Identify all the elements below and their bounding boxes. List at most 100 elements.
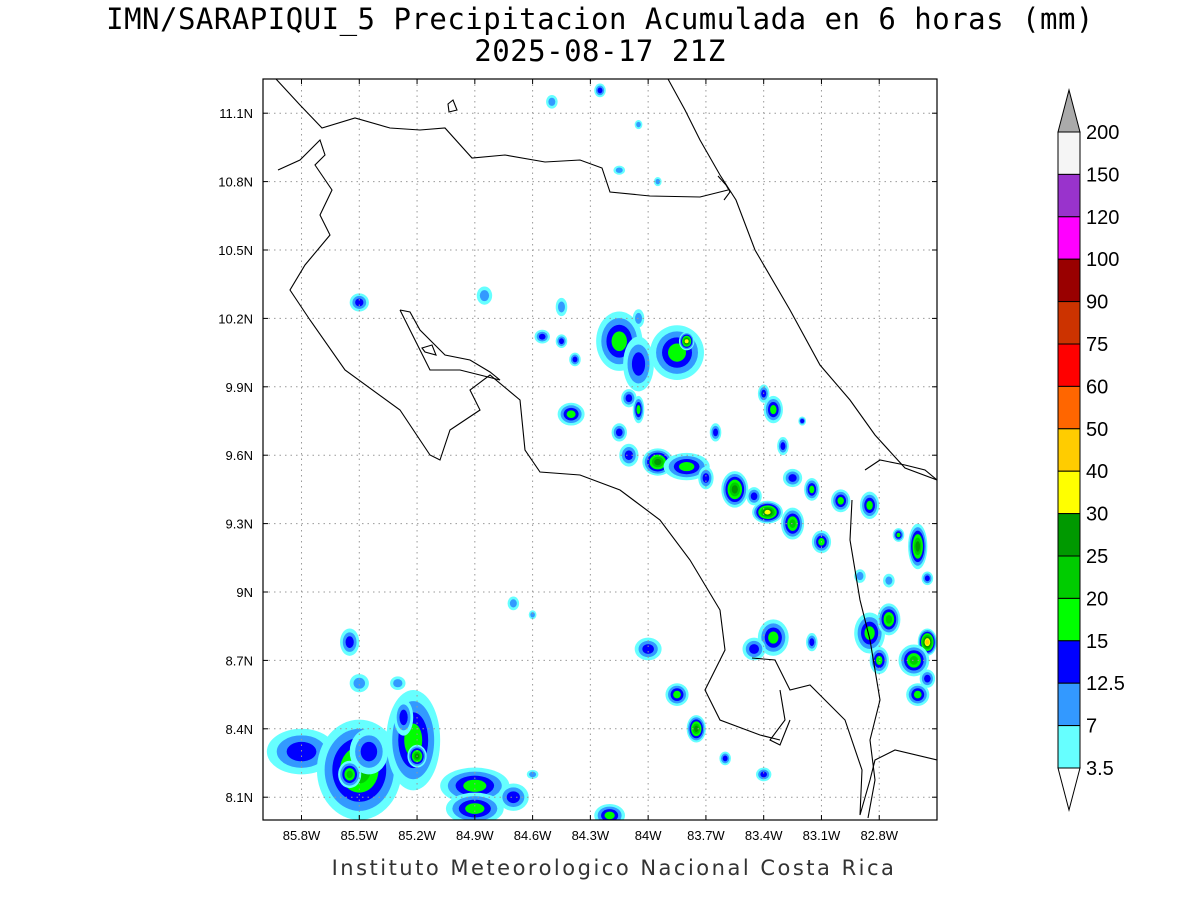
precip-contour — [465, 803, 485, 814]
island-lake — [447, 99, 458, 113]
colorbar-label: 60 — [1086, 376, 1108, 398]
precip-contour — [713, 428, 719, 437]
precip-contour — [286, 741, 317, 762]
coastline-borders — [275, 79, 937, 819]
precip-cell — [623, 336, 654, 392]
precip-cell — [831, 489, 851, 513]
precip-contour — [764, 509, 771, 515]
colorbar-swatch — [1057, 216, 1081, 260]
precip-contour — [530, 612, 535, 618]
precip-cell — [678, 332, 695, 351]
precip-cell — [266, 728, 337, 775]
lat-label: 11.1N — [219, 106, 253, 121]
precip-contour — [885, 615, 893, 624]
colorbar-swatch — [1057, 555, 1081, 599]
precip-cell — [709, 423, 722, 442]
precip-cell — [349, 293, 369, 312]
colorbar-label: 25 — [1086, 546, 1108, 568]
precip-cell — [892, 528, 905, 542]
lat-label: 9.9N — [226, 380, 253, 395]
osa-golfo-dulce — [751, 657, 937, 816]
precip-contour — [558, 301, 565, 313]
precip-cell — [594, 804, 626, 820]
precip-cell — [507, 596, 520, 611]
precip-contour — [625, 394, 633, 403]
precip-cell — [798, 416, 807, 426]
precip-cell — [621, 389, 637, 408]
precip-contour — [559, 338, 564, 345]
precip-cell — [782, 468, 803, 488]
lon-label: 84.3W — [572, 828, 610, 843]
precip-contour — [809, 485, 815, 494]
colorbar-label: 30 — [1086, 504, 1108, 526]
precip-contour — [896, 532, 901, 538]
precip-cell — [555, 334, 568, 349]
colorbar-swatch — [1057, 470, 1081, 515]
precip-contour — [615, 167, 623, 173]
precip-cell — [557, 402, 585, 426]
precip-contour — [924, 575, 930, 582]
lat-label: 9.6N — [226, 448, 253, 463]
precip-contour — [915, 541, 920, 552]
colorbar-cap-top — [1057, 88, 1081, 133]
precip-contour — [837, 497, 844, 505]
precip-cell — [546, 94, 558, 109]
precip-cell — [634, 637, 662, 661]
precip-contour — [885, 576, 893, 585]
precip-contour — [345, 636, 354, 649]
precip-contour — [642, 644, 654, 654]
colorbar-cap-bottom — [1057, 767, 1081, 812]
precip-cell — [686, 715, 706, 743]
colorbar-label: 12.5 — [1086, 673, 1125, 695]
precip-cell — [721, 471, 749, 508]
precip-contour — [788, 474, 797, 482]
lat-label: 8.4N — [226, 722, 253, 737]
lon-label: 85.8W — [283, 828, 321, 843]
precipitation-colorbar: 200 150 120 100 90 75 60 50 40 30 25 20 15 12.5 7 3.5 — [1057, 88, 1125, 812]
coast-north — [275, 79, 729, 198]
colorbar-swatch — [1057, 385, 1081, 430]
precip-contour — [538, 333, 546, 340]
precip-contour — [529, 771, 537, 778]
precip-contour — [624, 450, 634, 461]
precip-cell — [883, 573, 895, 588]
precip-cell — [698, 466, 714, 490]
precip-cell — [594, 83, 606, 98]
precip-cell — [742, 637, 766, 661]
precip-cell — [497, 783, 529, 811]
precip-contour — [789, 519, 796, 528]
colorbar-label: 100 — [1086, 249, 1119, 271]
lon-label: 84W — [635, 828, 662, 843]
precip-cell — [859, 491, 880, 520]
precip-contour — [548, 97, 556, 106]
precip-cell — [757, 619, 789, 656]
precip-cell — [752, 500, 783, 524]
precip-cell — [619, 443, 639, 467]
precip-cell — [921, 571, 934, 586]
colorbar-label: 7 — [1086, 716, 1097, 738]
precip-contour — [566, 410, 576, 418]
precip-contour — [604, 811, 615, 820]
colorbar-label: 3.5 — [1086, 758, 1114, 780]
precip-cell — [919, 669, 936, 688]
lat-label: 9.3N — [226, 517, 253, 532]
colorbar-label: 200 — [1086, 122, 1119, 144]
precip-cell — [390, 676, 406, 691]
precip-contour — [355, 298, 364, 307]
precip-cell — [719, 751, 731, 766]
precip-cell — [440, 767, 510, 805]
colorbar-swatch — [1057, 725, 1081, 769]
nicoya-gulf — [399, 309, 501, 381]
colorbar-swatch — [1057, 640, 1081, 684]
colorbar-swatch — [1057, 301, 1081, 345]
precip-contour — [615, 428, 623, 437]
precip-cell — [526, 769, 539, 779]
precip-contour — [631, 352, 646, 376]
precip-contour — [479, 290, 490, 302]
precip-cell — [349, 728, 389, 775]
lon-label: 85.5W — [340, 828, 378, 843]
lon-label: 82.8W — [860, 828, 898, 843]
precip-contour — [346, 770, 353, 779]
precip-cell — [917, 628, 937, 656]
